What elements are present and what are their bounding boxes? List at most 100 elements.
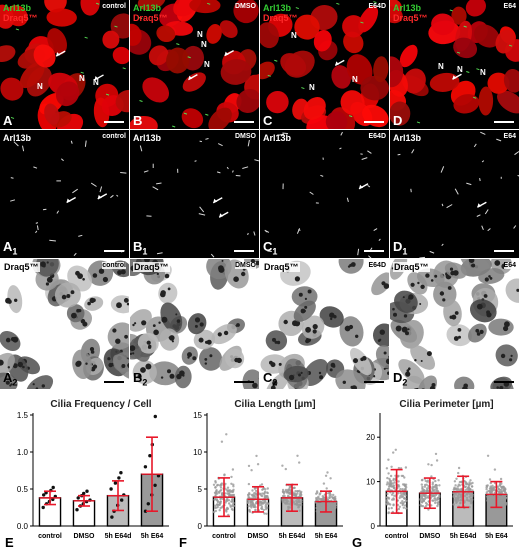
arrow-markers xyxy=(130,130,259,258)
panel-subscript: 1 xyxy=(402,247,407,257)
data-point xyxy=(457,497,459,499)
data-point xyxy=(261,492,263,494)
micrograph-image xyxy=(390,259,519,389)
data-point xyxy=(250,469,252,471)
arrow-markers xyxy=(260,130,389,258)
data-point xyxy=(154,415,157,418)
x-category-label: 5h E64 xyxy=(141,533,164,540)
data-point xyxy=(320,504,322,506)
data-point xyxy=(300,491,302,493)
data-point xyxy=(287,508,289,510)
panel-subscript: 2 xyxy=(142,378,147,388)
data-point xyxy=(401,500,403,502)
data-point xyxy=(213,511,215,513)
scale-bar xyxy=(494,250,514,252)
panel-letter: D2 xyxy=(393,370,407,388)
y-tick-label: 1.0 xyxy=(17,448,29,457)
data-point xyxy=(153,484,156,487)
scale-bar xyxy=(364,121,384,123)
data-point xyxy=(391,507,393,509)
y-tick-label: 0 xyxy=(371,522,376,531)
nucleus-label: N xyxy=(204,60,210,69)
data-point xyxy=(230,506,232,508)
data-point xyxy=(119,471,122,474)
data-point xyxy=(469,479,471,481)
data-point xyxy=(333,505,335,507)
panel-subscript: 1 xyxy=(12,247,17,257)
data-point xyxy=(228,502,230,504)
data-point xyxy=(486,491,488,493)
arrow-icon xyxy=(67,197,76,202)
data-point xyxy=(261,489,263,491)
data-point xyxy=(455,498,457,500)
data-point xyxy=(404,504,406,506)
data-point xyxy=(287,492,289,494)
data-point xyxy=(404,497,406,499)
data-point xyxy=(248,509,250,511)
data-point xyxy=(232,468,234,470)
condition-label: E64 xyxy=(504,133,516,140)
data-point xyxy=(487,484,489,486)
data-point xyxy=(299,504,301,506)
y-tick-label: 10 xyxy=(193,448,202,457)
data-point xyxy=(230,476,232,478)
data-point xyxy=(431,499,433,501)
data-point xyxy=(459,502,461,504)
channel-label-draq5: Draq5™ xyxy=(263,262,300,272)
data-point xyxy=(325,475,327,477)
data-point xyxy=(504,490,506,492)
data-point xyxy=(216,492,218,494)
data-point xyxy=(494,468,496,470)
data-point xyxy=(387,488,389,490)
scale-bar xyxy=(234,381,254,383)
nucleus-label: N xyxy=(197,30,203,39)
data-point xyxy=(219,509,221,511)
data-point xyxy=(433,489,435,491)
panel-letter: B2 xyxy=(133,370,147,388)
data-point xyxy=(500,478,502,480)
data-point xyxy=(390,480,392,482)
scale-bar xyxy=(104,121,124,123)
data-point xyxy=(249,502,251,504)
x-category-label: control xyxy=(38,533,62,540)
condition-label: control xyxy=(102,262,126,269)
data-point xyxy=(498,488,500,490)
data-point xyxy=(255,493,257,495)
data-point xyxy=(492,498,494,500)
data-point xyxy=(221,482,223,484)
data-point xyxy=(386,467,388,469)
condition-label: E64D xyxy=(368,133,386,140)
data-point xyxy=(332,494,334,496)
data-point xyxy=(437,479,439,481)
data-point xyxy=(500,483,502,485)
data-point xyxy=(500,499,502,501)
channel-label-arl13b: Arl13b xyxy=(133,133,161,143)
data-point xyxy=(298,506,300,508)
channel-label-draq5: Draq5™ xyxy=(263,13,298,23)
arrow-icon xyxy=(477,202,486,207)
data-point xyxy=(421,495,423,497)
data-point xyxy=(295,500,297,502)
data-point xyxy=(387,497,389,499)
scale-bar xyxy=(104,381,124,383)
arrow-icon xyxy=(225,51,234,56)
data-point xyxy=(387,472,389,474)
chart-title: Cilia Perimeter [µm] xyxy=(399,399,493,410)
data-point xyxy=(435,494,437,496)
data-point xyxy=(471,485,473,487)
micrograph-image xyxy=(0,259,129,389)
data-point xyxy=(457,472,459,474)
data-point xyxy=(251,500,253,502)
panel-subscript: 1 xyxy=(272,247,277,257)
data-point xyxy=(232,503,234,505)
data-point xyxy=(430,464,432,466)
nucleus-label: N xyxy=(480,68,486,77)
channel-label-arl13b: Arl13b xyxy=(393,133,421,143)
data-point xyxy=(427,463,429,465)
nucleus-label: N xyxy=(352,75,358,84)
data-point xyxy=(436,459,438,461)
data-point xyxy=(298,499,300,501)
data-point xyxy=(293,487,295,489)
